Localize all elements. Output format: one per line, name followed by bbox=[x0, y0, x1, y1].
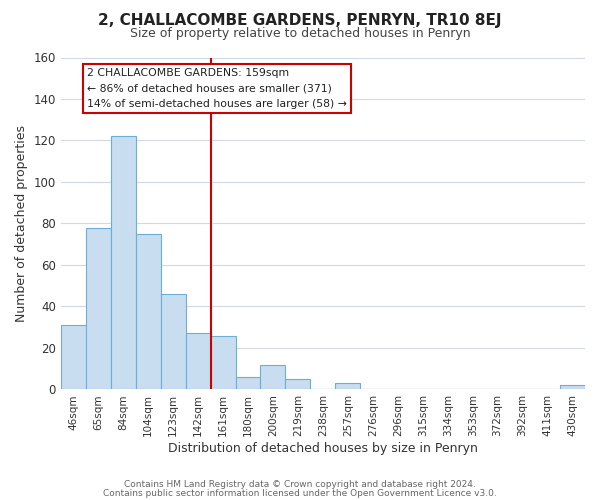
Bar bbox=[111, 136, 136, 390]
Y-axis label: Number of detached properties: Number of detached properties bbox=[15, 125, 28, 322]
Text: Size of property relative to detached houses in Penryn: Size of property relative to detached ho… bbox=[130, 28, 470, 40]
Bar bbox=[286, 379, 310, 390]
Bar bbox=[136, 234, 161, 390]
Bar bbox=[161, 294, 185, 390]
X-axis label: Distribution of detached houses by size in Penryn: Distribution of detached houses by size … bbox=[168, 442, 478, 455]
Bar bbox=[260, 364, 286, 390]
Bar bbox=[86, 228, 111, 390]
Bar bbox=[61, 325, 86, 390]
Bar bbox=[185, 334, 211, 390]
Text: Contains public sector information licensed under the Open Government Licence v3: Contains public sector information licen… bbox=[103, 489, 497, 498]
Bar bbox=[236, 377, 260, 390]
Bar bbox=[211, 336, 236, 390]
Text: 2 CHALLACOMBE GARDENS: 159sqm
← 86% of detached houses are smaller (371)
14% of : 2 CHALLACOMBE GARDENS: 159sqm ← 86% of d… bbox=[87, 68, 347, 109]
Bar bbox=[560, 386, 585, 390]
Bar bbox=[335, 383, 361, 390]
Text: Contains HM Land Registry data © Crown copyright and database right 2024.: Contains HM Land Registry data © Crown c… bbox=[124, 480, 476, 489]
Text: 2, CHALLACOMBE GARDENS, PENRYN, TR10 8EJ: 2, CHALLACOMBE GARDENS, PENRYN, TR10 8EJ bbox=[98, 12, 502, 28]
